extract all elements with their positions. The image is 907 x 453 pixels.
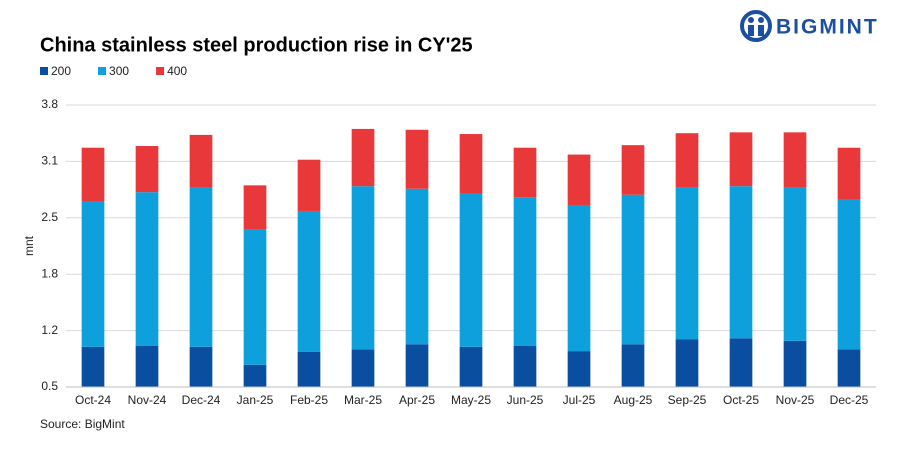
x-tick-label: Nov-25 <box>776 393 815 407</box>
bar-segment <box>837 349 861 387</box>
bar-segment <box>135 345 159 387</box>
source: Source: BigMint <box>40 417 125 431</box>
x-tick-label: Dec-25 <box>830 393 869 407</box>
x-tick-label: Jun-25 <box>507 393 544 407</box>
bar-segment <box>405 344 429 387</box>
bar-segment <box>783 187 807 341</box>
bar-segment <box>81 346 105 387</box>
bar-segment <box>459 346 483 387</box>
bar-segment <box>189 134 213 188</box>
bar-segment <box>837 147 861 199</box>
bar-segment <box>567 351 591 387</box>
bar-segment <box>567 154 591 205</box>
bar-segment <box>351 186 375 350</box>
bar-segment <box>243 364 267 387</box>
x-tick-label: Oct-24 <box>75 393 111 407</box>
bar-segment <box>189 187 213 347</box>
bar-segment <box>243 185 267 230</box>
x-tick-label: Dec-24 <box>182 393 221 407</box>
bar-segment <box>837 199 861 350</box>
bar-segment <box>297 210 321 352</box>
x-tick-label: Aug-25 <box>614 393 653 407</box>
x-tick-label: Mar-25 <box>344 393 382 407</box>
bar-segment <box>459 134 483 194</box>
x-tick-label: Nov-24 <box>128 393 167 407</box>
x-tick-label: Oct-25 <box>723 393 759 407</box>
bar-segment <box>621 194 645 345</box>
x-tick-label: May-25 <box>451 393 491 407</box>
bar-segment <box>513 197 537 346</box>
bar-segment <box>675 187 699 340</box>
bar-segment <box>81 201 105 347</box>
x-tick-label: Apr-25 <box>399 393 435 407</box>
y-tick-label: 2.5 <box>41 210 58 224</box>
x-tick-label: Jul-25 <box>563 393 596 407</box>
y-tick-label: 1.2 <box>41 323 58 337</box>
y-tick-label: 0.5 <box>41 379 58 393</box>
y-tick-label: 3.8 <box>41 97 58 111</box>
bar-segment <box>297 159 321 211</box>
chart-title: China stainless steel production rise in… <box>40 34 473 56</box>
bar-segment <box>351 349 375 387</box>
legend-label: 400 <box>167 64 187 78</box>
legend-swatch <box>40 67 48 75</box>
bar-segment <box>567 204 591 352</box>
bar-segment <box>783 340 807 387</box>
bar-segment <box>675 339 699 387</box>
bar-segment <box>459 193 483 347</box>
brand: BIGMINT <box>776 16 879 39</box>
logo-figure <box>758 25 764 36</box>
legend-label: 300 <box>109 64 129 78</box>
logo: BIGMINT <box>740 10 879 42</box>
bar-segment <box>81 147 105 202</box>
bar-segment <box>729 338 753 387</box>
bar-segment <box>243 229 267 365</box>
bar-segment <box>621 145 645 195</box>
bar-segment <box>351 128 375 187</box>
logo-figure <box>748 25 754 36</box>
bar-segment <box>513 345 537 387</box>
x-tick-label: Feb-25 <box>290 393 328 407</box>
y-axis-label: mnt <box>22 235 36 256</box>
legend-swatch <box>98 67 107 75</box>
bar-segment <box>189 346 213 387</box>
x-tick-label: Sep-25 <box>668 393 707 407</box>
legend-swatch <box>156 67 165 75</box>
bar-segment <box>675 133 699 188</box>
bar-segment <box>783 132 807 188</box>
bar-segment <box>729 186 753 339</box>
logo-dot <box>748 17 754 23</box>
bar-segment <box>729 132 753 187</box>
logo-ring <box>740 10 772 42</box>
bar-segment <box>621 344 645 387</box>
x-tick-label: Jan-25 <box>237 393 274 407</box>
legend-label: 200 <box>51 64 71 78</box>
bar-segment <box>513 147 537 198</box>
bar-segment <box>135 146 159 193</box>
bar-segment <box>297 351 321 387</box>
logo-dot <box>758 17 764 23</box>
bar-segment <box>405 188 429 345</box>
y-tick-label: 1.8 <box>41 266 58 280</box>
y-tick-label: 3.1 <box>41 154 58 168</box>
bar-segment <box>135 192 159 346</box>
bar-segment <box>405 129 429 189</box>
